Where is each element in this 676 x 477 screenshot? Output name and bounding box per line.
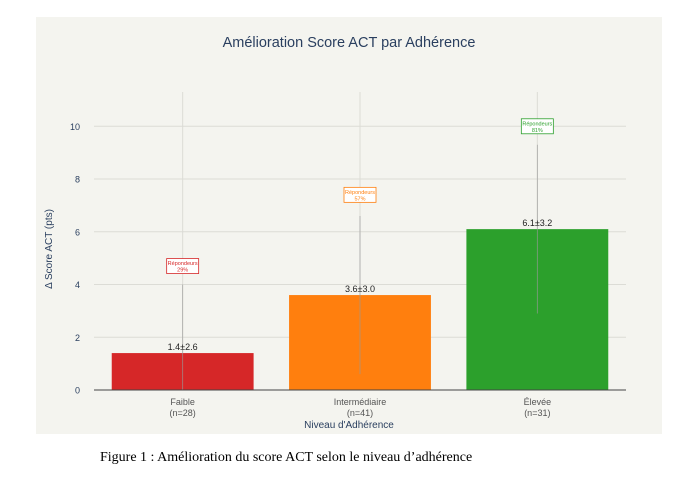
chart-title: Amélioration Score ACT par Adhérence [223, 35, 476, 51]
x-tick-label: Faible [170, 397, 195, 407]
figure-caption: Figure 1 : Amélioration du score ACT sel… [100, 450, 473, 465]
x-tick-label: Élevée [524, 397, 552, 407]
y-axis-label: Δ Score ACT (pts) [44, 209, 55, 289]
axis-layer: 0 2 4 6 8 10 Faible(n=28) Intermédiaire(n=41) Él… [70, 122, 626, 418]
x-tick-sublabel: (n=31) [524, 408, 550, 418]
bar-chart: 1.4±2.6Répondeurs29%3.6±3.0Répondeurs57%… [44, 35, 626, 431]
value-label: 1.4±2.6 [168, 342, 198, 352]
responder-label: Répondeurs [168, 261, 198, 267]
x-tick-sublabel: (n=41) [347, 408, 373, 418]
responder-box [343, 186, 377, 203]
x-tick-label: Intermédiaire [334, 397, 387, 407]
bar-layer: 1.4±2.6Répondeurs29%3.6±3.0Répondeurs57%… [111, 118, 609, 390]
y-tick-label: 4 [75, 280, 80, 290]
responder-box [520, 118, 554, 135]
responder-percent: 57% [354, 196, 365, 202]
responder-box [166, 258, 200, 274]
x-axis-label: Niveau d'Adhérence [304, 420, 394, 431]
chart-panel: 1.4±2.6 Répondeurs 29% 3.6±3.0 Répondeurs 57%… [36, 17, 662, 434]
value-label: 3.6±3.0 [345, 284, 375, 294]
y-tick-label: 2 [75, 333, 80, 343]
x-tick-sublabel: (n=28) [170, 408, 196, 418]
y-tick-label: 6 [75, 227, 80, 237]
responder-label: Répondeurs [345, 190, 375, 196]
responder-percent: 29% [177, 268, 188, 274]
responder-label: Répondeurs [522, 121, 552, 127]
y-tick-label: 0 [75, 386, 80, 396]
value-label: 6.1±3.2 [522, 218, 552, 228]
y-tick-label: 8 [75, 175, 80, 185]
responder-percent: 81% [532, 128, 543, 134]
y-tick-label: 10 [70, 122, 80, 132]
